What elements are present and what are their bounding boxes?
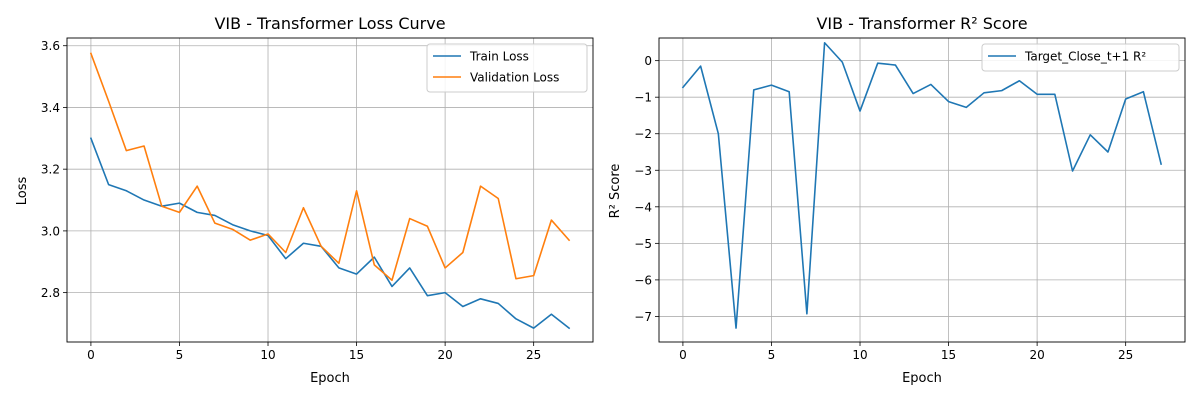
r2-legend-label: Target_Close_t+1 R² (1024, 50, 1146, 64)
loss-legend-box (426, 43, 588, 93)
r2-chart-x-axis-label: Epoch (902, 371, 942, 386)
loss-x-tick-label: 15 (349, 348, 364, 362)
loss-x-tick-label: 10 (260, 348, 275, 362)
r2-chart: VIB - Transformer R² Score Epoch R² Scor… (608, 14, 1186, 386)
loss-chart-y-axis-label: Loss (15, 177, 30, 206)
loss-chart: VIB - Transformer Loss Curve Epoch Loss … (15, 14, 594, 386)
r2-series-line-0 (681, 41, 1163, 329)
loss-series-line-0 (89, 137, 571, 330)
r2-x-tick-label: 5 (768, 348, 776, 362)
loss-series-line-1 (89, 52, 571, 282)
r2-y-tick-label: 0 (644, 54, 652, 68)
loss-x-tick-label: 5 (176, 348, 184, 362)
r2-y-tick-label: −6 (634, 273, 652, 287)
r2-legend-box (981, 43, 1180, 72)
r2-chart-title: VIB - Transformer R² Score (816, 14, 1027, 33)
loss-y-tick-label: 3.2 (41, 163, 60, 177)
loss-chart-x-axis-label: Epoch (310, 371, 350, 386)
loss-chart-title: VIB - Transformer Loss Curve (214, 14, 445, 33)
r2-axes-frame (658, 37, 1186, 343)
r2-legend: Target_Close_t+1 R² (981, 43, 1180, 72)
loss-y-tick-label: 3.0 (41, 224, 60, 238)
r2-x-tick-label: 0 (679, 348, 687, 362)
loss-legend-label: Train Loss (469, 50, 529, 64)
loss-x-tick-label: 0 (87, 348, 95, 362)
loss-legend: Train Loss Validation Loss (426, 43, 588, 93)
r2-chart-y-axis-label: R² Score (608, 164, 623, 219)
r2-x-tick-label: 25 (1118, 348, 1133, 362)
loss-x-tick-label: 25 (526, 348, 541, 362)
r2-y-tick-label: −1 (634, 91, 652, 105)
loss-y-tick-label: 2.8 (41, 286, 60, 300)
loss-legend-label: Validation Loss (470, 71, 559, 85)
r2-x-tick-label: 10 (852, 348, 867, 362)
loss-y-tick-label: 3.4 (41, 101, 60, 115)
r2-y-tick-label: −4 (634, 200, 652, 214)
r2-y-tick-label: −5 (634, 237, 652, 251)
loss-x-tick-label: 20 (437, 348, 452, 362)
r2-grid (659, 38, 1185, 342)
r2-y-tick-label: −2 (634, 127, 652, 141)
r2-x-tick-label: 20 (1029, 348, 1044, 362)
r2-x-tick-label: 15 (941, 348, 956, 362)
loss-y-tick-label: 3.6 (41, 39, 60, 53)
r2-y-tick-label: −3 (634, 164, 652, 178)
loss-axes-frame (66, 37, 594, 343)
r2-y-tick-label: −7 (634, 310, 652, 324)
